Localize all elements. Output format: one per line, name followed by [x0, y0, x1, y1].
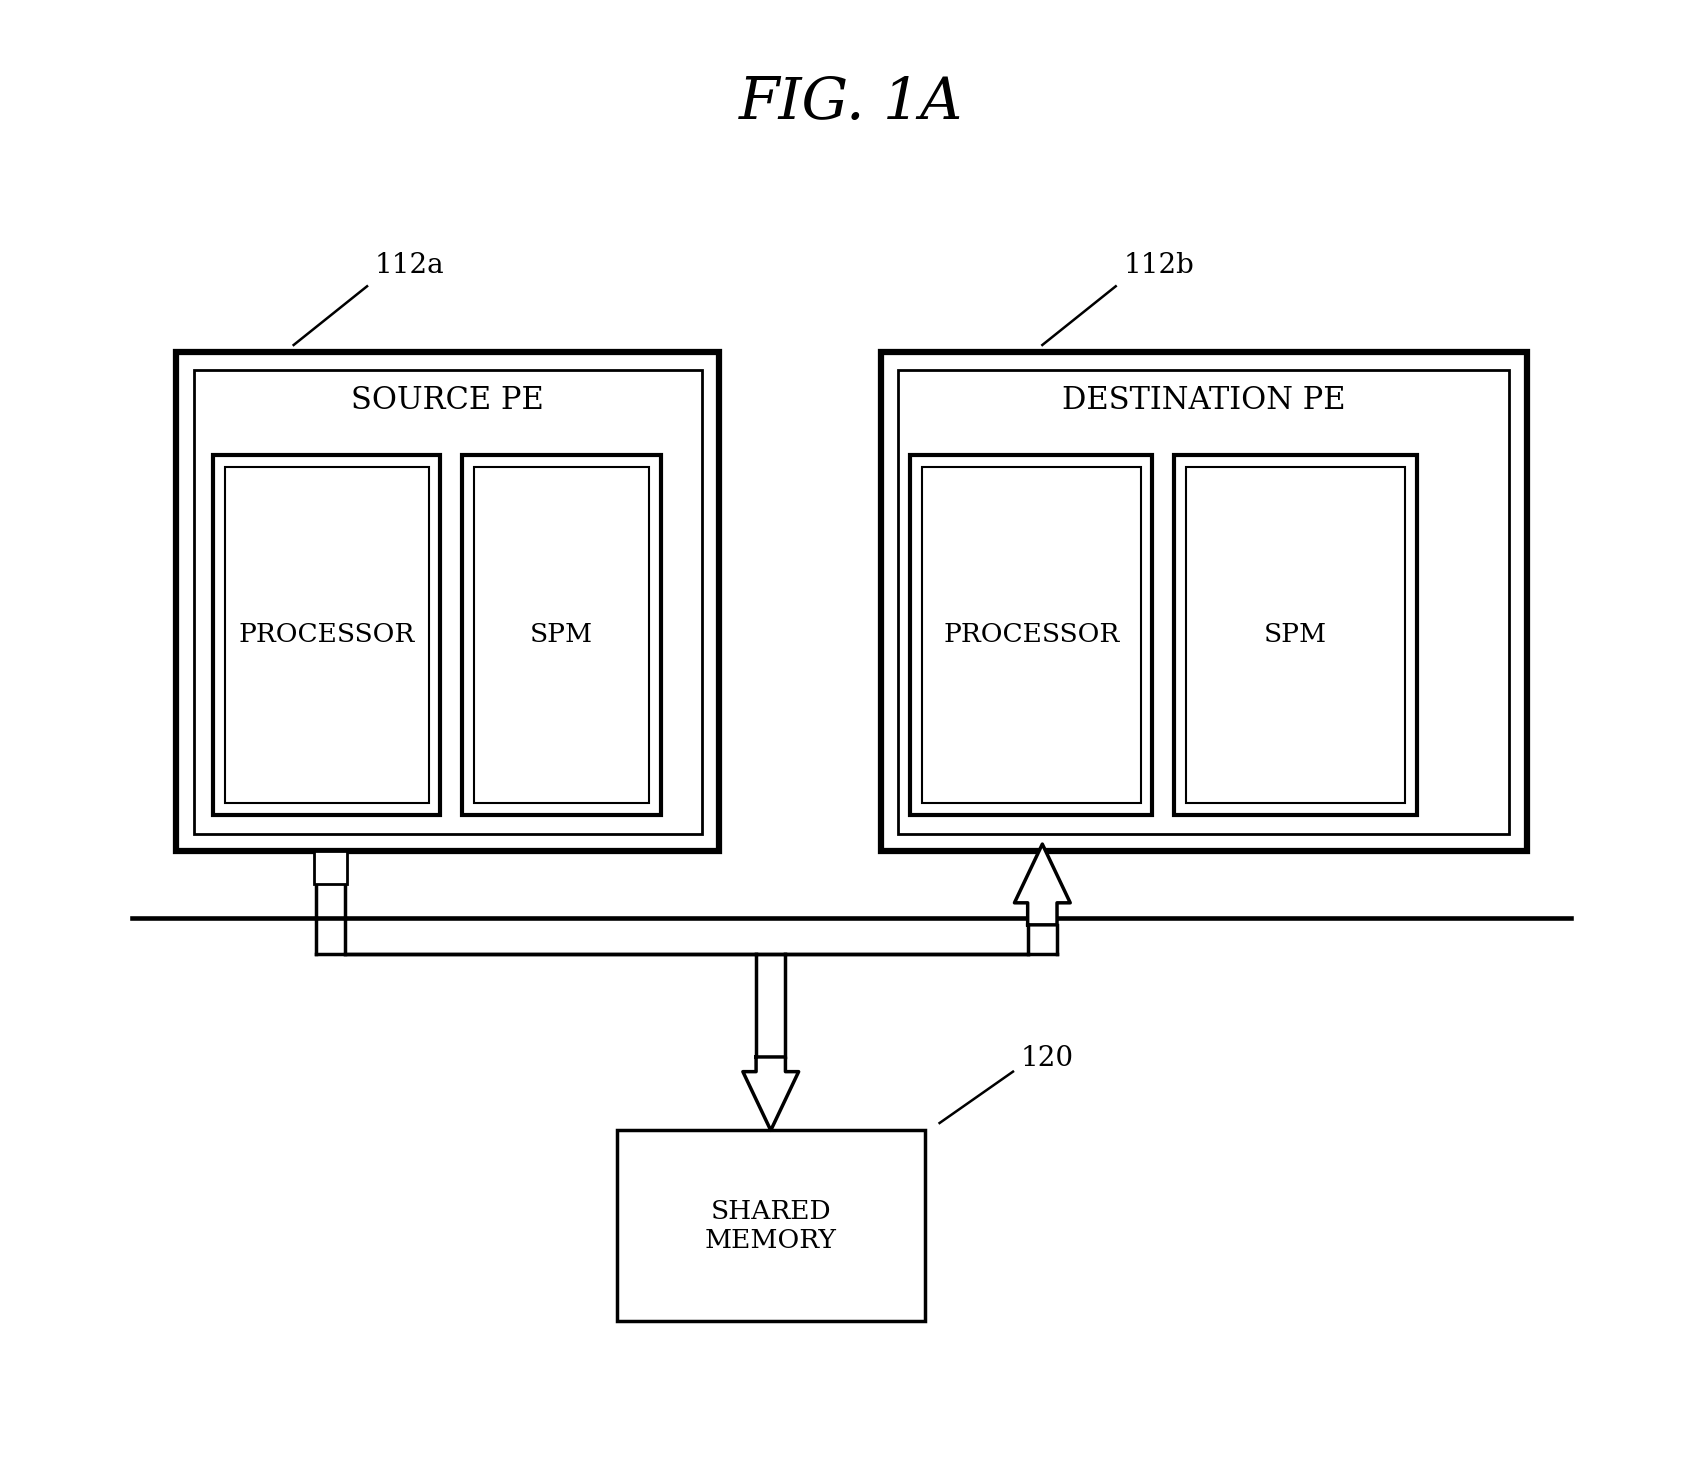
Text: PROCESSOR: PROCESSOR [943, 622, 1119, 647]
Text: SHARED
MEMORY: SHARED MEMORY [705, 1199, 836, 1252]
Polygon shape [1175, 455, 1417, 815]
Text: 112b: 112b [1122, 252, 1194, 279]
Text: 112a: 112a [375, 252, 444, 279]
Polygon shape [315, 851, 346, 884]
Polygon shape [880, 352, 1528, 851]
Polygon shape [463, 455, 661, 815]
Text: DESTINATION PE: DESTINATION PE [1063, 385, 1345, 415]
Polygon shape [473, 467, 649, 803]
Text: SOURCE PE: SOURCE PE [351, 385, 545, 415]
Polygon shape [743, 1057, 799, 1130]
Polygon shape [194, 370, 702, 834]
Text: SPM: SPM [1264, 622, 1327, 647]
Text: SPM: SPM [530, 622, 593, 647]
Polygon shape [213, 455, 441, 815]
Polygon shape [175, 352, 719, 851]
Polygon shape [899, 370, 1509, 834]
Polygon shape [1015, 844, 1069, 925]
Polygon shape [1187, 467, 1405, 803]
Polygon shape [225, 467, 429, 803]
Polygon shape [616, 1130, 925, 1321]
Text: FIG. 1A: FIG. 1A [739, 75, 964, 131]
Polygon shape [909, 455, 1153, 815]
Text: PROCESSOR: PROCESSOR [238, 622, 416, 647]
Text: 120: 120 [1020, 1045, 1073, 1072]
Polygon shape [921, 467, 1141, 803]
